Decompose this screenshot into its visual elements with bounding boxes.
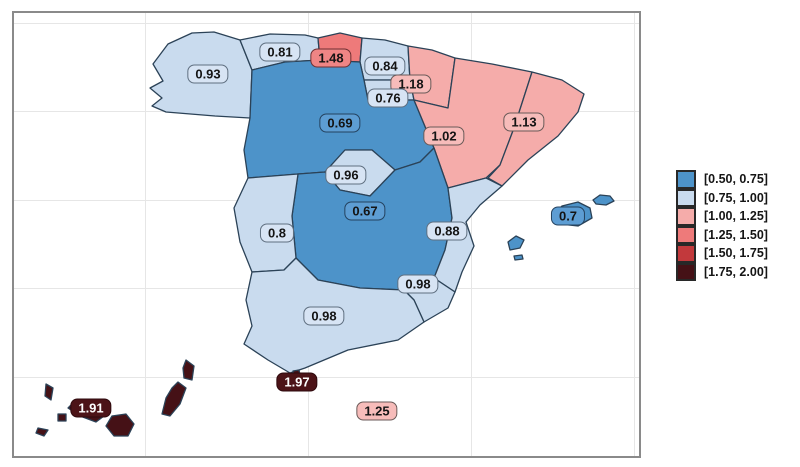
legend-label: [1.75, 2.00]: [704, 264, 768, 279]
gridline: [634, 13, 635, 456]
value-label-extremadura: 0.8: [259, 223, 295, 243]
value-label-ceuta: 1.97: [276, 372, 318, 392]
gridline: [14, 377, 639, 378]
legend-label: [0.50, 0.75]: [704, 172, 768, 187]
gridline: [471, 13, 472, 456]
value-label-cataluna: 1.13: [503, 112, 545, 132]
value-label-valencia: 0.88: [426, 221, 468, 241]
legend-item: [1.00, 1.25]: [676, 207, 768, 226]
legend-swatch-icon: [676, 170, 696, 189]
value-label-madrid: 0.96: [325, 165, 367, 185]
value-label-canarias: 1.91: [70, 398, 112, 418]
value-label-islas-baleares: 0.7: [550, 206, 586, 226]
legend-swatch-icon: [676, 225, 696, 244]
region-gran-canaria: [105, 413, 135, 437]
region-menorca: [592, 194, 615, 206]
legend-item: [1.75, 2.00]: [676, 262, 768, 281]
legend-label: [0.75, 1.00]: [704, 190, 768, 205]
legend-item: [0.50, 0.75]: [676, 170, 768, 189]
gridline: [14, 23, 639, 24]
value-label-aragon: 1.02: [423, 126, 465, 146]
legend-swatch-icon: [676, 207, 696, 226]
legend-swatch-icon: [676, 188, 696, 207]
legend: [0.50, 0.75] [0.75, 1.00] [1.00, 1.25] […: [676, 170, 768, 281]
region-la-gomera: [57, 413, 67, 422]
region-lanzarote: [182, 359, 195, 381]
legend-item: [1.50, 1.75]: [676, 244, 768, 263]
legend-item: [0.75, 1.00]: [676, 188, 768, 207]
region-el-hierro: [35, 427, 49, 437]
legend-label: [1.50, 1.75]: [704, 246, 768, 261]
region-la-palma: [44, 383, 54, 401]
legend-label: [1.25, 1.50]: [704, 227, 768, 242]
value-label-andalucia: 0.98: [303, 306, 345, 326]
legend-item: [1.25, 1.50]: [676, 225, 768, 244]
legend-swatch-icon: [676, 244, 696, 263]
region-ibiza: [507, 235, 525, 251]
value-label-murcia: 0.98: [397, 274, 439, 294]
value-label-castilla-la-mancha: 0.67: [344, 201, 386, 221]
value-label-la-rioja: 0.76: [367, 88, 409, 108]
legend-label: [1.00, 1.25]: [704, 209, 768, 224]
value-label-pais-vasco: 0.84: [364, 56, 406, 76]
legend-swatch-icon: [676, 262, 696, 281]
region-fuerteventura: [161, 381, 187, 417]
region-formentera: [513, 254, 524, 261]
gridline: [145, 13, 146, 456]
value-label-cantabria: 1.48: [310, 48, 352, 68]
region-valencia: [433, 177, 503, 293]
value-label-galicia: 0.93: [187, 64, 229, 84]
value-label-castilla-y-leon: 0.69: [319, 113, 361, 133]
value-label-melilla: 1.25: [356, 401, 398, 421]
value-label-asturias: 0.81: [259, 42, 301, 62]
